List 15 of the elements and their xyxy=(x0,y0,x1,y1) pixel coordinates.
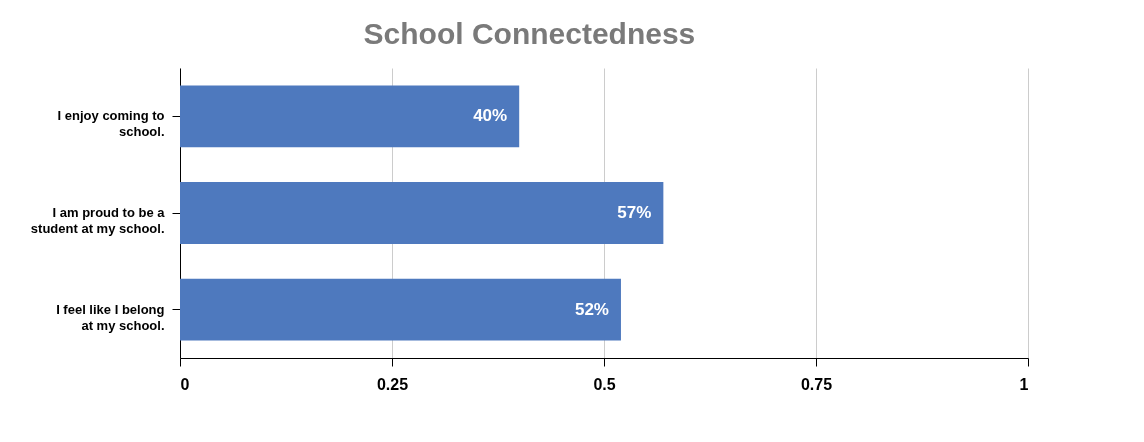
data-label: 57% xyxy=(617,203,652,222)
x-tick-label: 0.25 xyxy=(376,375,409,393)
y-tick-label: I enjoy coming to school. xyxy=(57,108,165,140)
chart-title: School Connectedness xyxy=(363,17,696,50)
bar xyxy=(180,182,664,244)
data-label: 52% xyxy=(574,299,609,319)
x-tick-label: 1 xyxy=(1019,375,1029,393)
x-tick-label: 0.5 xyxy=(593,375,616,393)
x-tick-label: 0 xyxy=(180,375,190,393)
data-label: 40% xyxy=(473,106,508,126)
bar xyxy=(180,278,621,341)
x-tick-label: 0.75 xyxy=(800,375,833,393)
y-tick-label: I am proud to be a student at my school. xyxy=(30,205,166,236)
bar xyxy=(180,85,520,148)
y-tick-label: I feel like I belong at my school. xyxy=(56,301,165,333)
